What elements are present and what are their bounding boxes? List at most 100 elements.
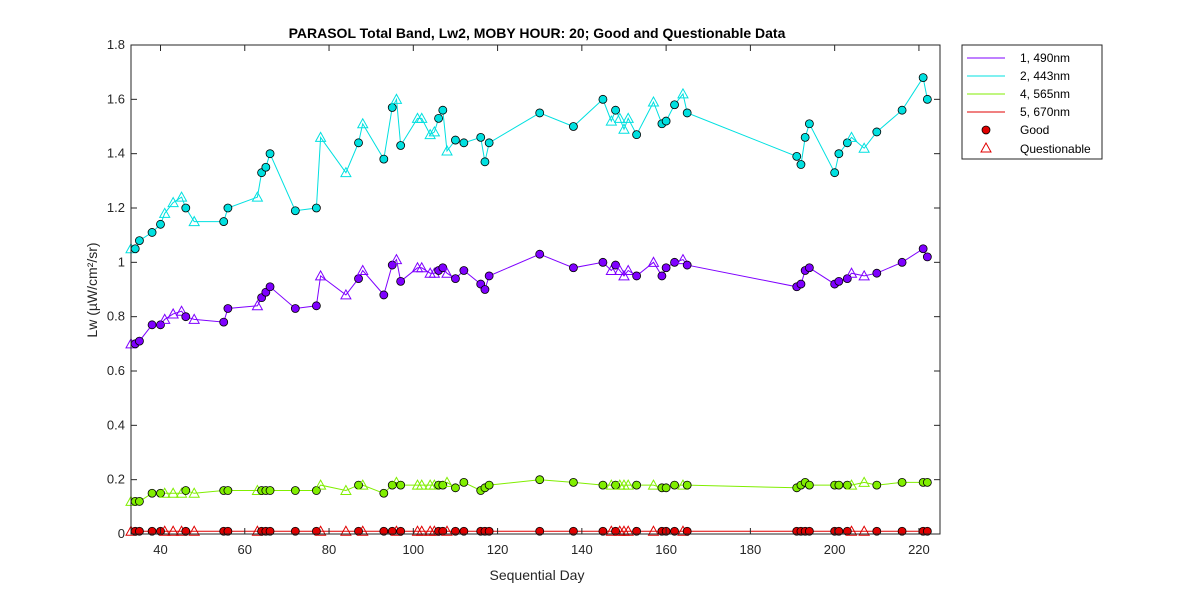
- data-point-good: [459, 138, 469, 148]
- x-tick-label: 100: [402, 542, 424, 557]
- data-point-good: [181, 486, 191, 495]
- data-point-questionable: [167, 487, 179, 498]
- legend: 1, 490nm 2, 443nm 4, 565nm 5, 670nm Good…: [961, 44, 1103, 160]
- data-point-questionable: [618, 269, 630, 281]
- legend-label-565nm: 4, 565nm: [1020, 87, 1070, 101]
- data-point-good: [897, 526, 907, 536]
- data-point-good: [535, 526, 545, 536]
- data-point-questionable: [314, 269, 327, 281]
- data-point-good: [147, 320, 157, 330]
- data-point-questionable: [314, 131, 327, 142]
- legend-label-443nm: 2, 443nm: [1020, 69, 1070, 83]
- data-point-questionable: [188, 313, 201, 324]
- data-point-good: [897, 477, 907, 487]
- data-point-good: [223, 486, 233, 495]
- y-tick-label: 0.8: [107, 309, 125, 324]
- data-point-questionable: [158, 525, 171, 536]
- data-point-good: [396, 276, 406, 286]
- data-point-questionable: [424, 128, 437, 140]
- y-axis-label: Lw (µW/cm²/sr): [84, 242, 100, 337]
- data-point-good: [290, 206, 300, 216]
- data-point-questionable: [858, 142, 871, 153]
- chart-title: PARASOL Total Band, Lw2, MOBY HOUR: 20; …: [289, 25, 786, 41]
- data-point-questionable: [251, 191, 264, 202]
- data-point-good: [387, 103, 397, 112]
- y-tick-label: 1.8: [107, 37, 125, 52]
- data-point-good: [147, 488, 157, 498]
- data-point-questionable: [647, 96, 660, 107]
- data-point-good: [459, 526, 469, 536]
- data-point-good: [311, 203, 321, 213]
- data-point-questionable: [845, 267, 858, 278]
- data-point-good: [223, 526, 233, 536]
- data-point-good: [632, 480, 642, 490]
- data-point-good: [804, 526, 814, 536]
- data-point-good: [922, 526, 932, 536]
- data-point-good: [682, 480, 692, 490]
- data-point-good: [223, 304, 233, 313]
- data-point-questionable: [647, 479, 660, 490]
- data-point-good: [480, 285, 490, 294]
- data-point-questionable: [167, 307, 179, 319]
- data-point-good: [354, 138, 363, 148]
- x-tick-label: 180: [740, 542, 762, 557]
- data-point-good: [598, 94, 608, 104]
- legend-box: [961, 44, 1103, 160]
- plot-frame: [130, 44, 941, 535]
- data-point-questionable: [167, 196, 179, 208]
- data-point-good: [396, 141, 406, 150]
- data-point-questionable: [622, 479, 635, 490]
- x-tick-label: 140: [571, 542, 593, 557]
- x-axis-label: Sequential Day: [490, 567, 585, 583]
- data-point-good: [535, 249, 545, 259]
- data-point-questionable: [188, 215, 201, 227]
- data-point-good: [311, 301, 321, 311]
- y-tick-label: 1.4: [107, 146, 125, 161]
- data-point-questionable: [175, 305, 188, 316]
- data-point-good: [396, 526, 406, 536]
- data-point-good: [265, 149, 275, 159]
- data-point-questionable: [415, 261, 428, 273]
- data-point-good: [922, 252, 932, 262]
- data-point-good: [670, 526, 679, 536]
- data-point-good: [484, 526, 494, 536]
- data-point-good: [379, 526, 389, 536]
- data-point-good: [135, 236, 144, 246]
- data-point-good: [476, 132, 486, 142]
- data-point-questionable: [858, 269, 871, 281]
- data-point-good: [181, 526, 191, 536]
- data-point-questionable: [340, 288, 352, 300]
- data-point-good: [147, 228, 157, 237]
- data-point-good: [632, 130, 642, 140]
- data-point-questionable: [622, 112, 635, 123]
- data-point-questionable: [175, 191, 188, 202]
- data-point-good: [872, 526, 882, 536]
- data-point-questionable: [167, 525, 179, 536]
- data-point-good: [451, 274, 460, 284]
- data-point-good: [223, 203, 233, 213]
- data-point-questionable: [415, 479, 428, 490]
- data-point-good: [918, 244, 928, 254]
- data-point-questionable: [622, 264, 635, 275]
- data-point-good: [661, 116, 671, 126]
- data-point-questionable: [415, 112, 428, 123]
- data-point-good: [792, 151, 802, 161]
- data-point-good: [135, 336, 144, 346]
- data-point-good: [181, 312, 191, 322]
- data-point-good: [800, 132, 810, 142]
- data-point-questionable: [441, 267, 453, 278]
- legend-label-good: Good: [1020, 123, 1049, 137]
- data-point-questionable: [158, 313, 171, 324]
- data-point-good: [796, 279, 806, 289]
- x-tick-label: 40: [153, 542, 167, 557]
- data-point-questionable: [613, 112, 626, 123]
- ticks-layer: 40 60 80 100 120 140 160 180 200 220 0 0.2 0.4 0.6 0.8…: [107, 37, 940, 557]
- data-point-good: [670, 257, 679, 267]
- data-point-good: [354, 274, 363, 284]
- data-point-good: [290, 486, 300, 495]
- data-point-good: [830, 168, 840, 178]
- series-layer: [125, 73, 932, 536]
- data-point-good: [261, 162, 271, 172]
- data-point-good: [632, 271, 642, 281]
- data-point-questionable: [845, 131, 858, 142]
